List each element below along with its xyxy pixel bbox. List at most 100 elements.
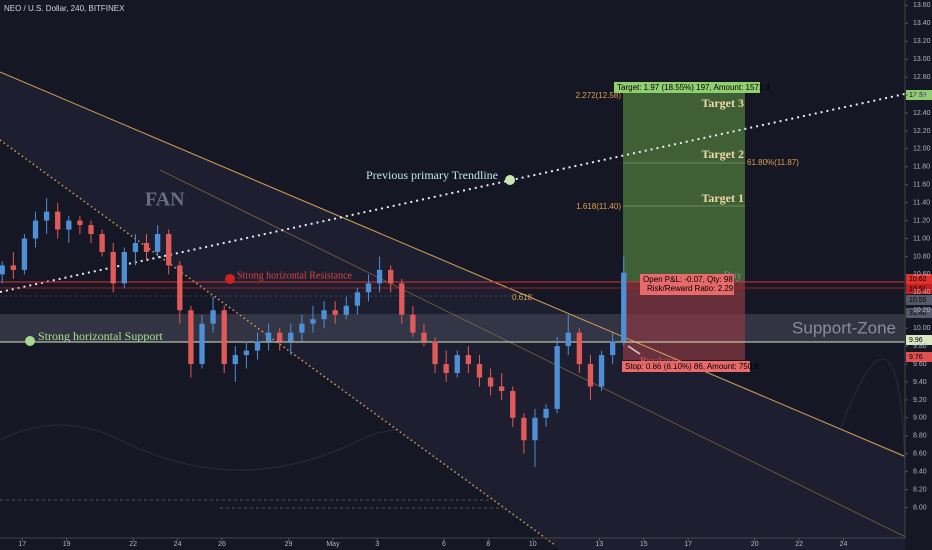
- candles: [0, 198, 627, 468]
- candle-body: [243, 350, 250, 356]
- y-tick-label: 12.40: [913, 110, 931, 117]
- candle-body: [454, 355, 460, 374]
- candle-body: [32, 220, 39, 239]
- x-tick-label: 6: [442, 541, 446, 548]
- candle-body: [510, 390, 516, 418]
- y-tick-label: 8.20: [913, 486, 927, 493]
- candle-body: [99, 234, 105, 252]
- price-badge-label: 10.62: [909, 276, 927, 283]
- price-badge-label: 9.76: [909, 354, 923, 361]
- price-badge: [906, 90, 932, 100]
- y-tick-label: 11.20: [913, 217, 930, 224]
- candle-body: [554, 346, 560, 409]
- x-tick-label: 8: [486, 541, 490, 548]
- stop-text: Stop: 0.86 (8.10%) 86, Amount: 750.6: [625, 362, 759, 371]
- price-badge: [906, 335, 932, 345]
- x-tick-label: 17: [18, 541, 26, 548]
- candle-body: [310, 319, 316, 324]
- candle-body: [55, 211, 61, 230]
- fib-label: 1.618(11.40): [576, 202, 621, 211]
- candle-body: [166, 234, 172, 266]
- candle-body: [177, 265, 183, 311]
- price-badges: 12.59 10.62 10.61 10.55 31:40 9.96 9.76: [906, 90, 932, 362]
- fib-label: 2.272(12.58): [576, 91, 622, 100]
- pnl-text: Open P&L: -0.07, Qty: 98: [643, 275, 733, 284]
- candle-body: [576, 332, 583, 365]
- candle-body: [0, 265, 5, 275]
- y-tick-label: 13.20: [913, 38, 931, 45]
- candle-body: [587, 364, 594, 387]
- target-label: Target 1: [701, 191, 744, 205]
- fan-label: FAN: [145, 189, 185, 211]
- candle-body: [188, 310, 194, 365]
- y-tick-label: 10.20: [913, 307, 931, 314]
- y-tick-label: 11.60: [913, 182, 930, 189]
- x-tick-label: 17: [684, 541, 692, 548]
- y-tick-label: 9.40: [913, 379, 927, 386]
- candle-body: [432, 341, 438, 365]
- price-badge-label: 31:40: [909, 310, 927, 317]
- candle-body: [199, 323, 205, 365]
- candle-body: [66, 220, 72, 230]
- y-tick-label: 11.80: [913, 164, 930, 171]
- candle-body: [565, 332, 571, 347]
- candle-body: [277, 332, 283, 342]
- candle-body: [110, 251, 116, 284]
- pnl-box: [640, 274, 734, 295]
- candle-body: [543, 408, 549, 418]
- y-tick-label: 9.00: [913, 415, 927, 422]
- price-badge: [906, 308, 932, 318]
- candle-body: [609, 341, 616, 356]
- trendline-label: Previous primary Trendline: [366, 168, 498, 182]
- candle-body: [143, 242, 150, 252]
- y-tick-label: 8.80: [913, 433, 927, 440]
- x-tick-label: May: [326, 541, 340, 548]
- candle-body: [321, 310, 327, 320]
- fib-label: 61.80%(11.87): [747, 158, 799, 167]
- candle-body: [154, 234, 161, 252]
- candle-body: [388, 269, 394, 284]
- x-tick-label: 13: [595, 541, 603, 548]
- candle-body: [88, 225, 94, 235]
- candle-body: [376, 269, 383, 284]
- x-tick-label: 26: [218, 541, 226, 548]
- y-tick-label: 13.60: [913, 2, 931, 9]
- x-tick-label: 24: [840, 541, 848, 548]
- target-text: Target: 1.97 (18.55%) 197, Amount: 1571.…: [617, 83, 771, 92]
- target-box: [614, 82, 760, 93]
- candle-body: [299, 323, 305, 333]
- candle-body: [121, 251, 127, 284]
- candle-body: [288, 332, 294, 342]
- candle-body: [210, 310, 216, 324]
- candle-body: [132, 242, 139, 252]
- marker: [505, 175, 515, 185]
- stop-box: [622, 361, 750, 372]
- y-tick-label: 10.40: [913, 289, 931, 296]
- candle-body: [399, 283, 405, 315]
- y-tick-label: 10.80: [913, 253, 931, 260]
- y-tick-label: 12.00: [913, 146, 931, 153]
- fan-line: [0, 71, 932, 469]
- x-tick-label: 20: [751, 541, 759, 548]
- y-tick-label: 8.00: [913, 504, 927, 511]
- y-tick-label: 9.20: [913, 397, 927, 404]
- candle-body: [10, 265, 16, 270]
- breakout-arrow: [627, 345, 641, 355]
- fan-area: [0, 72, 905, 550]
- candle-body: [521, 417, 527, 441]
- candle-body: [443, 364, 449, 374]
- price-badge-label: 12.59: [909, 92, 927, 99]
- candle-body: [621, 272, 627, 342]
- price-badge-label: 10.55: [909, 297, 927, 304]
- candle-body: [354, 292, 361, 306]
- resistance-label: Strong horizontal Resistance: [237, 270, 353, 281]
- y-tick-label: 13.00: [913, 56, 931, 63]
- y-tick-label: 10.00: [913, 325, 931, 332]
- support-label: Strong horizontal Support: [38, 329, 163, 343]
- y-tick-label: 13.40: [913, 20, 931, 27]
- target-zone: [623, 92, 745, 282]
- fan-line-dotted: [0, 139, 556, 546]
- y-tick-label: 12.80: [913, 74, 931, 81]
- price-badge: [906, 284, 932, 294]
